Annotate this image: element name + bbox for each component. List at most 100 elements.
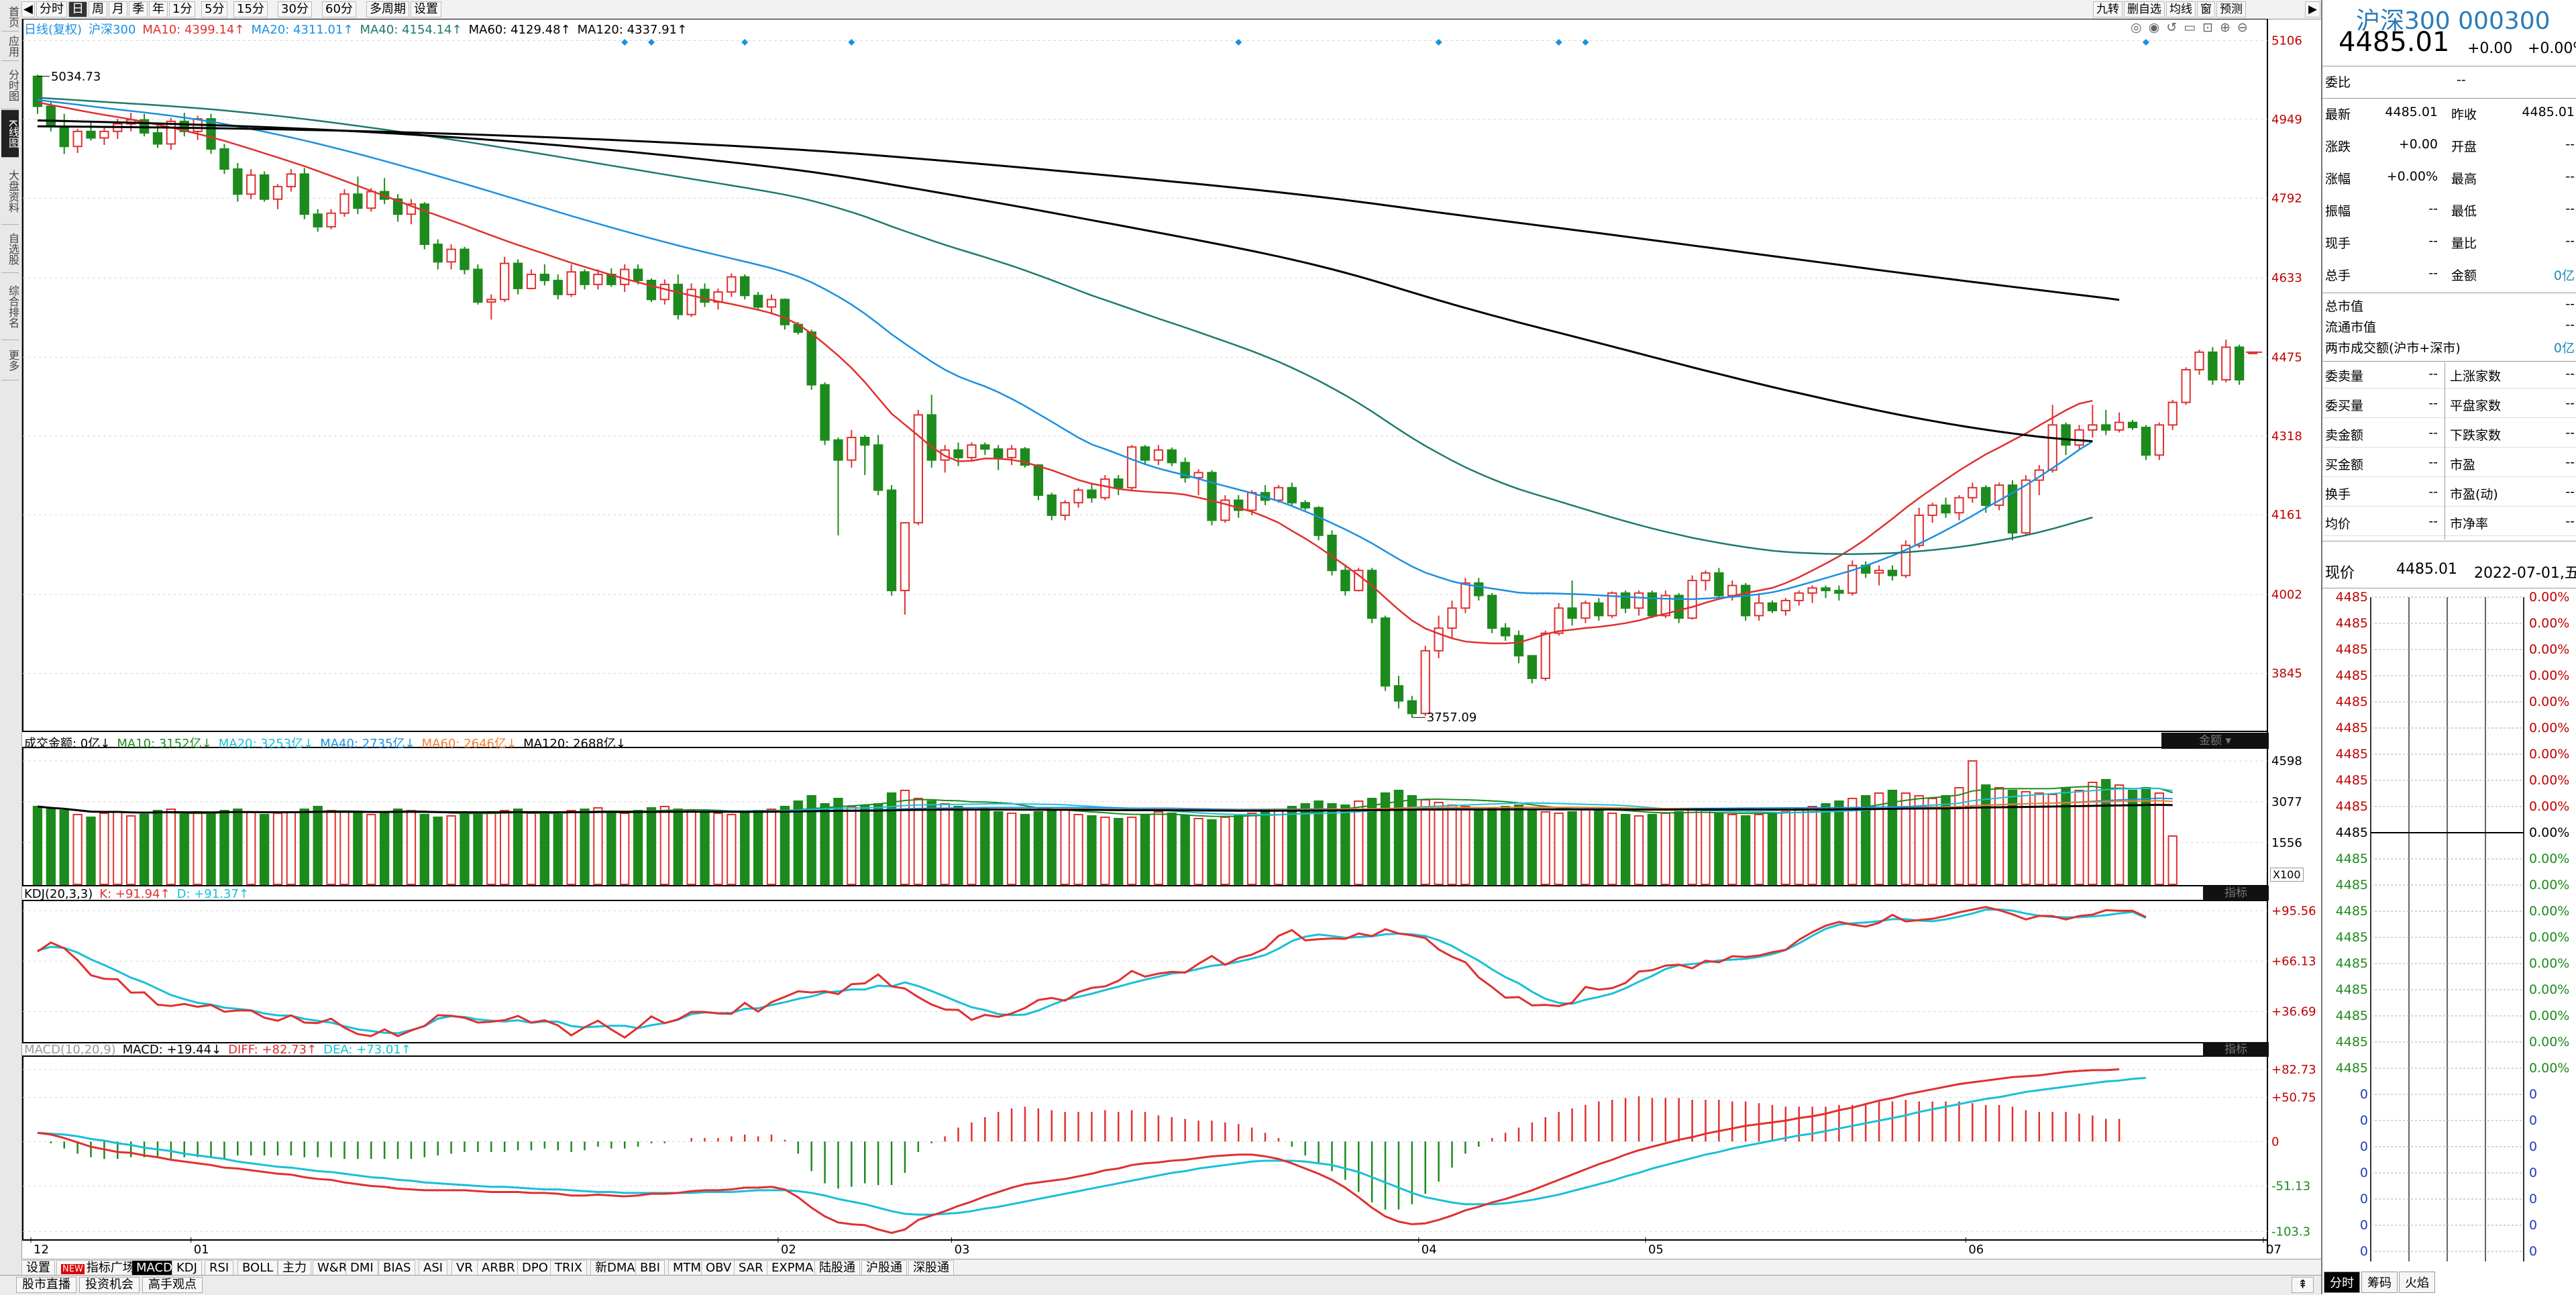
volume-bar (1020, 814, 1030, 885)
volume-bar (1380, 792, 1391, 885)
quote-value: -- (2565, 169, 2575, 184)
period-tab[interactable]: 月 (109, 1, 127, 17)
indicator-tab[interactable]: RSI (205, 1260, 234, 1276)
zoom-out-icon[interactable]: ⊖ (2237, 20, 2255, 35)
indicator-tab[interactable]: DMI (345, 1260, 378, 1276)
top-right-tab[interactable]: 预测 (2216, 1, 2246, 17)
period-tab[interactable]: 60分 (322, 1, 356, 17)
candle (1327, 534, 1337, 572)
left-nav-item[interactable]: 首页 (1, 3, 19, 32)
depth-price: 4485 (2336, 694, 2368, 709)
candle (566, 271, 576, 295)
indicator-tab[interactable]: TRIX (550, 1260, 588, 1276)
eye-icon[interactable]: ◎ (2131, 20, 2149, 35)
depth-price: 0 (2360, 1192, 2368, 1206)
weibi-value: -- (2457, 72, 2466, 87)
right-tab[interactable]: 筹码 (2361, 1272, 2398, 1293)
kdj-indicator-button[interactable]: 指标 (2203, 886, 2269, 900)
indicator-tab[interactable]: NEW 指标广场 (56, 1260, 140, 1276)
indicator-tab[interactable]: SAR (734, 1260, 768, 1276)
bottom-link[interactable]: 高手观点 (142, 1277, 203, 1293)
indicator-tab[interactable]: EXPMA (767, 1260, 818, 1276)
eye-alt-icon[interactable]: ◉ (2148, 20, 2167, 35)
period-tab[interactable]: 季 (129, 1, 148, 17)
volume-bar (1874, 792, 1884, 885)
period-tab[interactable]: 5分 (201, 1, 228, 17)
period-tab[interactable]: 周 (89, 1, 107, 17)
period-tab[interactable]: 日 (68, 1, 87, 17)
bottom-link[interactable]: 投资机会 (79, 1277, 140, 1293)
indicator-tab[interactable]: 深股通 (908, 1260, 954, 1276)
stock-title: 沪深300 000300 (2356, 7, 2551, 35)
signal-marker (2142, 39, 2149, 46)
candle (460, 248, 470, 270)
left-nav-item[interactable]: 更多 (1, 341, 19, 380)
candle (740, 276, 750, 297)
volume-indicator-select[interactable]: 金额 ▾ (2161, 733, 2269, 749)
depth-price: 4485 (2336, 930, 2368, 945)
chart-tools[interactable]: ◎◉↺▭⊡⊕⊖ (2131, 20, 2255, 35)
indicator-tab[interactable]: BIAS (378, 1260, 416, 1276)
left-nav-item[interactable]: 分时图 (1, 62, 19, 109)
volume-bar (166, 809, 176, 885)
candle (1941, 504, 1951, 514)
top-right-tab[interactable]: 九转 (2093, 1, 2123, 17)
prev-arrow-icon[interactable]: ◀ (21, 1, 35, 17)
period-tab[interactable]: 分时 (36, 1, 67, 17)
quote-value: -- (2428, 514, 2438, 529)
depth-price: 4485 (2336, 1061, 2368, 1076)
right-tab[interactable]: 分时 (2324, 1272, 2360, 1293)
left-nav-item[interactable]: 大盘资料 (1, 158, 19, 225)
period-tab[interactable]: 设置 (411, 1, 441, 17)
volume-bar (1313, 800, 1324, 885)
top-right-tab[interactable]: 窗 (2197, 1, 2215, 17)
lock-icon[interactable]: ⊡ (2202, 20, 2220, 35)
indicator-tab[interactable]: ARBR (477, 1260, 520, 1276)
depth-price: 0 (2360, 1139, 2368, 1154)
bottom-link[interactable]: 股市直播 (16, 1277, 76, 1293)
indicator-tab[interactable]: BOLL (237, 1260, 278, 1276)
period-tab[interactable]: 30分 (278, 1, 312, 17)
expand-icon[interactable]: ▶ (2305, 1, 2321, 17)
indicator-tab[interactable]: VR (451, 1260, 478, 1276)
indicator-tab[interactable]: 主力 (278, 1260, 311, 1276)
left-nav-item[interactable]: 自选股 (1, 225, 19, 273)
left-nav-item[interactable]: 综合排名 (1, 274, 19, 340)
volume-bar (1607, 813, 1617, 885)
period-tab[interactable]: 1分 (169, 1, 196, 17)
eraser-icon[interactable]: ▭ (2184, 20, 2203, 35)
top-right-tab[interactable]: 均线 (2166, 1, 2196, 17)
indicator-tab[interactable]: DPO (517, 1260, 553, 1276)
volume-bar (272, 813, 283, 885)
signal-marker (1435, 39, 1442, 46)
candle (806, 331, 816, 386)
pin-icon[interactable]: ⇞ (2292, 1277, 2314, 1293)
candle (46, 105, 56, 127)
period-tab[interactable]: 年 (149, 1, 168, 17)
right-tab[interactable]: 火焰 (2399, 1272, 2435, 1293)
left-nav-item[interactable]: 应用 (1, 32, 19, 61)
depth-pct: 0.00% (2529, 773, 2569, 788)
indicator-tab[interactable]: 新DMA (590, 1260, 640, 1276)
macd-indicator-button[interactable]: 指标 (2203, 1042, 2269, 1057)
left-nav-item[interactable]: K线图 (1, 110, 19, 158)
indicator-tab[interactable]: ASI (419, 1260, 448, 1276)
candlestick-chart[interactable]: 5106 4949 4792 4633 4475 4318 4161 4002 3845 5034… (21, 19, 2321, 1259)
undo-icon[interactable]: ↺ (2166, 20, 2184, 35)
indicator-tab[interactable]: OBV (701, 1260, 737, 1276)
indicator-tab[interactable]: 陆股通 (814, 1260, 860, 1276)
candle (727, 276, 737, 293)
indicator-tab[interactable]: KDJ (172, 1260, 202, 1276)
indicator-tab[interactable]: 设置 (21, 1260, 55, 1276)
zoom-in-icon[interactable]: ⊕ (2219, 20, 2237, 35)
top-right-tab[interactable]: 删自选 (2124, 1, 2165, 17)
period-tab[interactable]: 多周期 (366, 1, 409, 17)
indicator-tab[interactable]: MACD (131, 1260, 177, 1276)
right-tabs: 分时 筹码 火焰 (2324, 1272, 2436, 1293)
indicator-tab[interactable]: BBI (635, 1260, 665, 1276)
period-tab[interactable]: 15分 (233, 1, 268, 17)
volume-bar (392, 809, 403, 885)
volume-bar (553, 814, 563, 885)
indicator-tab[interactable]: 沪股通 (861, 1260, 907, 1276)
indicator-tab[interactable]: MTM (668, 1260, 706, 1276)
